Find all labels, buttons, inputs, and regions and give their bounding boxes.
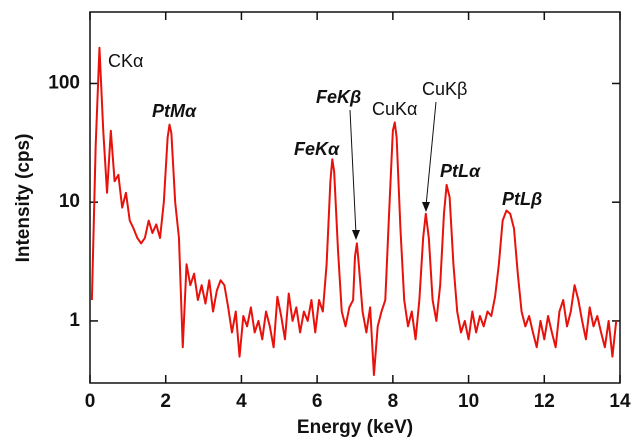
y-axis-title: Intensity (cps) [13, 134, 34, 263]
x-tick-label: 2 [160, 391, 171, 412]
plot-frame [89, 11, 621, 384]
peak-label: PtMα [152, 101, 197, 121]
y-tick-label: 1 [69, 310, 80, 331]
peak-label: FeKβ [316, 87, 361, 107]
y-tick-label: 100 [48, 72, 80, 93]
x-tick-label: 4 [236, 391, 247, 412]
annotation-arrow [349, 109, 357, 235]
peak-label: FeKα [294, 139, 340, 159]
x-tick-label: 6 [312, 391, 323, 412]
x-tick-label: 0 [85, 391, 96, 412]
peak-label: CuKβ [422, 79, 467, 99]
x-tick-label: 8 [388, 391, 399, 412]
y-tick-label: 10 [59, 191, 80, 212]
x-tick-label: 10 [458, 391, 479, 412]
arrow-head [352, 230, 360, 240]
annotation-arrow [425, 101, 437, 207]
x-tick-label: 14 [609, 391, 631, 412]
peak-label: CuKα [372, 99, 417, 119]
x-tick-label: 12 [534, 391, 555, 412]
peak-label: PtLα [440, 161, 481, 181]
peak-label: PtLβ [502, 189, 542, 209]
arrow-head [422, 202, 430, 212]
spectrum-line [90, 46, 618, 377]
x-axis-title: Energy (keV) [297, 417, 413, 438]
peak-label: CKα [108, 51, 143, 71]
